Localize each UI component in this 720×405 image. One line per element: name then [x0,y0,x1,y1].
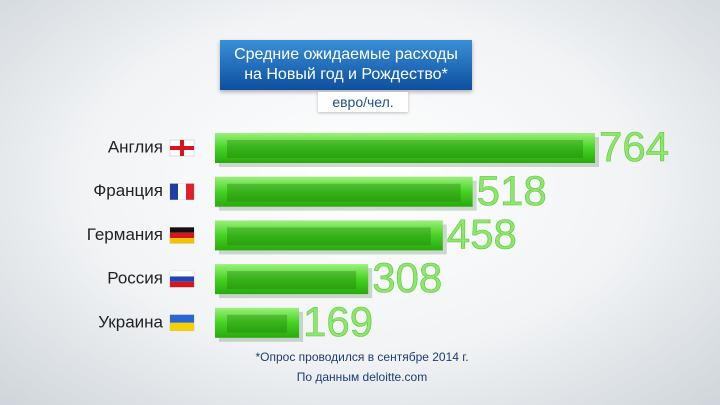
bar-group [215,307,304,342]
value-label: 169 [303,298,373,345]
category-label: Россия [107,269,163,288]
bar-inner [227,314,288,333]
flag [170,314,194,323]
chart-title: Средние ожидаемые расходы на Новый год и… [220,40,472,90]
footnote: *Опрос проводился в сентябре 2014 г. [255,350,468,364]
category-label: Англия [108,137,163,156]
flag [170,276,194,282]
category-label: Франция [93,181,163,200]
value-label: 458 [447,210,517,257]
value-label: 764 [599,123,669,170]
bar-group [215,133,599,167]
flag [170,322,194,331]
footnote: По данным deloitte.com [297,370,427,384]
bar [215,176,473,207]
bar [215,307,300,338]
category-label: Украина [98,312,163,331]
chart-subtitle: евро/чел. [318,92,408,112]
bar-inner [227,140,583,158]
bar-group [215,264,373,299]
flag [170,271,194,277]
flag [186,183,194,200]
value-label: 308 [372,254,442,301]
bar-group [215,176,477,211]
value-label: 518 [477,167,547,214]
bar [215,264,369,295]
flag [170,227,194,233]
flag [170,146,194,150]
bar [215,220,443,251]
flag [170,238,194,244]
flag [170,183,178,200]
bar [215,133,595,163]
bar-inner [227,183,461,202]
bar-inner [227,271,357,290]
category-label: Германия [87,225,163,244]
flag [178,183,186,200]
flag [170,281,194,288]
bar-group [215,220,447,255]
flag [170,232,194,239]
bar-inner [227,227,431,246]
